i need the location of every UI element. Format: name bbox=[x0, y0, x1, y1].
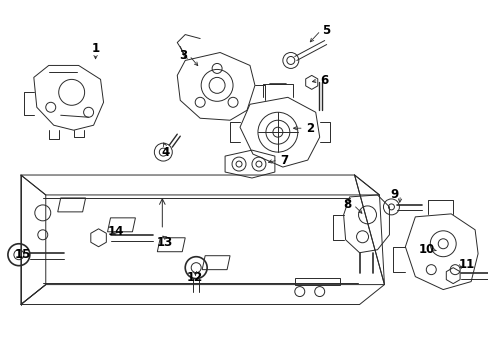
Text: 6: 6 bbox=[320, 74, 328, 87]
Text: 8: 8 bbox=[343, 198, 351, 211]
Text: 3: 3 bbox=[179, 49, 187, 62]
Text: 14: 14 bbox=[107, 225, 123, 238]
Text: 9: 9 bbox=[389, 188, 398, 202]
Text: 7: 7 bbox=[279, 154, 287, 167]
Text: 12: 12 bbox=[187, 271, 203, 284]
Text: 10: 10 bbox=[418, 243, 434, 256]
Text: 2: 2 bbox=[305, 122, 313, 135]
Text: 1: 1 bbox=[91, 42, 100, 55]
Text: 5: 5 bbox=[322, 24, 330, 37]
Text: 11: 11 bbox=[458, 258, 474, 271]
Text: 13: 13 bbox=[157, 236, 173, 249]
Text: 15: 15 bbox=[15, 248, 31, 261]
Text: 4: 4 bbox=[161, 145, 169, 159]
